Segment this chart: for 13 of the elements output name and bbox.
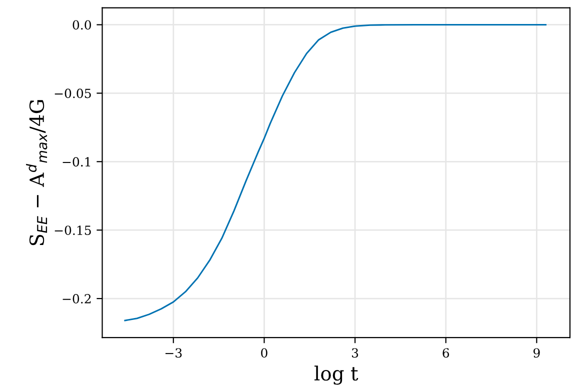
- x-axis-title: log t: [314, 366, 358, 385]
- y-tick-label: −0.05: [54, 88, 91, 98]
- line-series: [124, 24, 547, 322]
- x-tick-label: −3: [166, 348, 182, 358]
- y-axis-title: S$_{EE}$ − A$^{d}$$_{max}$/4G: [26, 100, 48, 246]
- x-tick-label: 0: [261, 348, 268, 358]
- y-tick-label: −0.1: [62, 157, 90, 167]
- x-tick-label: 6: [442, 348, 450, 358]
- y-tick-label: −0.15: [54, 226, 91, 236]
- x-tick-label: 9: [533, 348, 540, 358]
- x-tick-label: 3: [352, 348, 358, 358]
- y-tick-label: 0.0: [72, 20, 92, 30]
- y-tick-label: −0.2: [62, 294, 91, 304]
